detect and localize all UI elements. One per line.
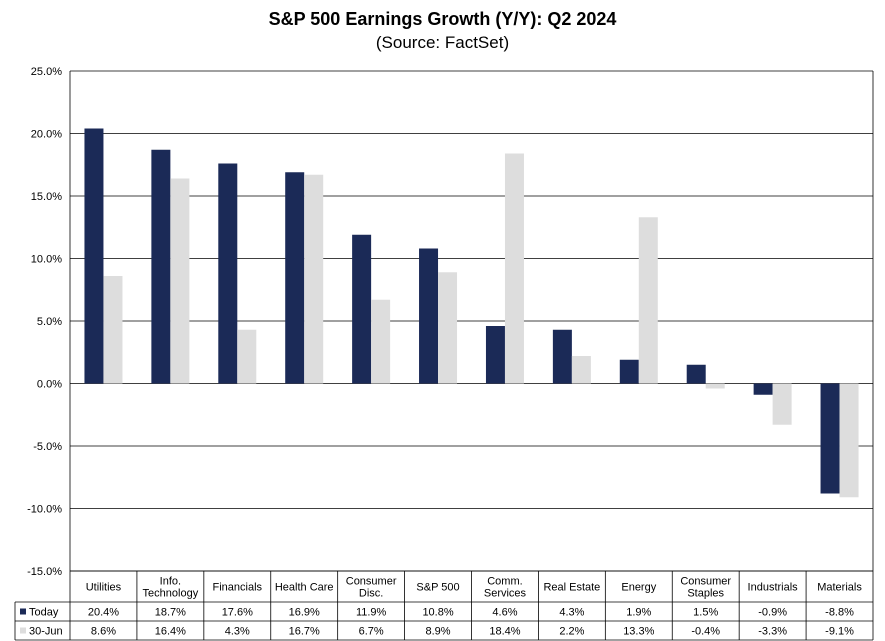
bar-30-jun [438,272,458,384]
category-label: Real Estate [543,582,600,594]
data-table: Utilities Info. Technology Financials Health… [14,570,874,641]
data-value: -8.8% [825,607,854,619]
category-label: Energy [621,582,656,594]
y-tick-label: 0.0% [37,379,62,391]
category-label: Info. Technology [143,576,199,600]
bar-today [352,234,372,384]
gridlines [70,70,873,572]
y-tick-label: -5.0% [33,441,62,453]
bar-30-jun [772,383,792,425]
y-tick-label: 5.0% [37,316,62,328]
data-value: 16.4% [155,626,186,638]
y-tick-label: 10.0% [31,254,62,266]
data-value: 13.3% [623,626,654,638]
category-label: Utilities [86,582,122,594]
chart-subtitle: (Source: FactSet) [375,33,510,52]
category-label: S&P 500 [416,582,459,594]
bar-today [820,383,840,494]
bar-30-jun [705,383,725,389]
category-label: Comm. Services [484,576,527,600]
data-value: 4.3% [559,607,584,619]
bar-today [218,163,238,384]
bar-30-jun [839,383,859,498]
category-label: Financials [213,582,263,594]
data-value: 17.6% [222,607,253,619]
category-label: Consumer Disc. [346,576,397,600]
data-value: -0.9% [758,607,787,619]
data-value: 8.9% [426,626,451,638]
bar-today [151,149,171,384]
bar-30-jun [170,178,190,384]
data-value: 16.7% [289,626,320,638]
bars [84,128,859,498]
bar-30-jun [571,356,591,384]
legend-swatch [20,627,26,634]
bar-30-jun [304,174,324,384]
data-value: -0.4% [691,626,720,638]
chart-title: S&P 500 Earnings Growth (Y/Y): Q2 2024 [268,9,617,29]
bar-today [84,128,104,384]
data-value: -9.1% [825,626,854,638]
y-tick-label: -15.0% [27,566,62,578]
data-value: 20.4% [88,607,119,619]
category-label: Industrials [748,582,799,594]
data-value: 8.6% [91,626,116,638]
y-tick-label: 15.0% [31,191,62,203]
bar-30-jun [504,153,524,384]
data-value: 2.2% [559,626,584,638]
bar-today [552,329,572,384]
y-tick-label: 25.0% [31,66,62,78]
bar-today [619,359,639,384]
data-value: 18.7% [155,607,186,619]
bar-30-jun [237,329,257,384]
data-value: 4.6% [492,607,517,619]
bar-today [753,383,773,395]
data-value: -3.3% [758,626,787,638]
data-value: 10.8% [422,607,453,619]
data-value: 11.9% [356,607,387,619]
data-value: 6.7% [359,626,384,638]
bar-today [419,248,439,384]
y-tick-label: 20.0% [31,129,62,141]
legend-swatch [20,608,26,615]
legend-label: Today [29,607,59,619]
data-value: 1.5% [693,607,718,619]
category-label: Health Care [275,582,334,594]
bar-30-jun [103,276,123,384]
data-value: 18.4% [489,626,520,638]
bar-30-jun [638,217,658,384]
legend-label: 30-Jun [29,626,63,638]
data-value: 1.9% [626,607,651,619]
data-value: 4.3% [225,626,250,638]
y-tick-label: -10.0% [27,504,62,516]
category-label: Consumer Staples [680,576,731,600]
category-label: Materials [817,582,862,594]
bar-today [686,364,706,384]
y-axis: 25.0% 20.0% 15.0% 10.0% 5.0% 0.0% -5.0% -10.0% -… [27,66,874,578]
data-value: 16.9% [289,607,320,619]
bar-today [285,172,305,384]
bar-today [485,326,505,384]
bar-30-jun [371,299,391,384]
